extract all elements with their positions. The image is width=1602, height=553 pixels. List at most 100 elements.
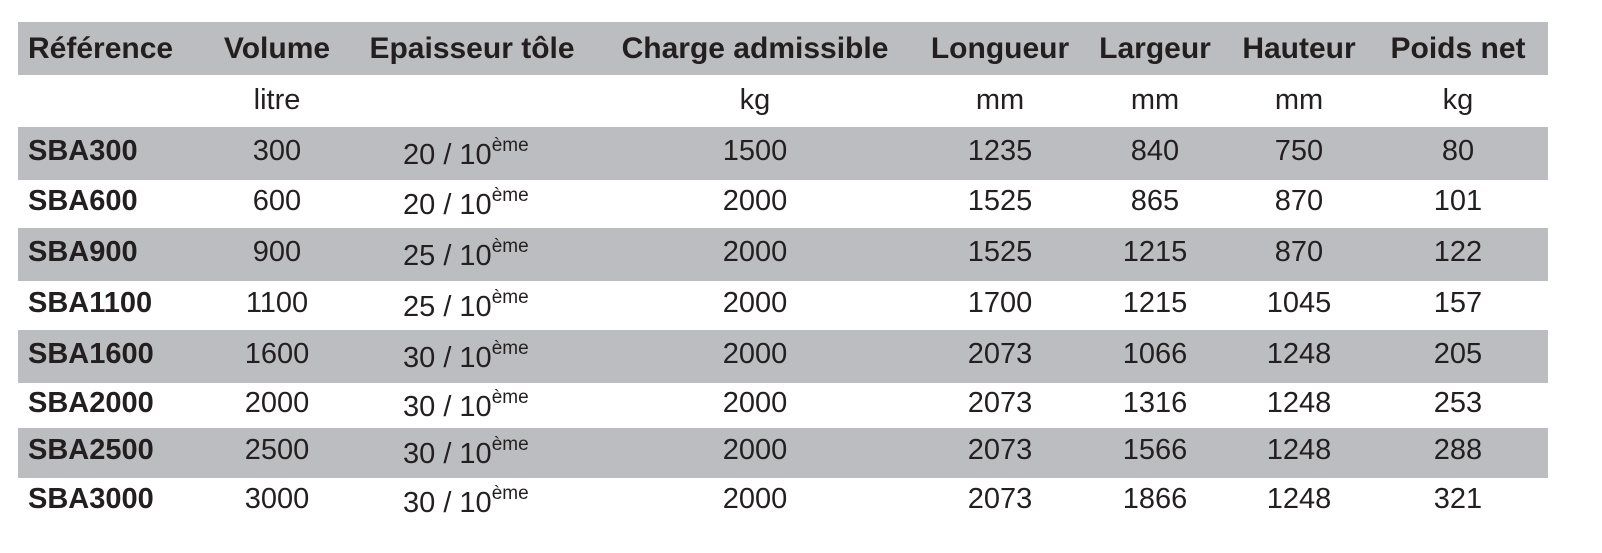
- cell-value: 30 / 10ème: [403, 388, 529, 423]
- thickness: 20 / 10: [403, 138, 492, 171]
- cell-value: 2000: [722, 235, 788, 268]
- cell-value: 840: [1130, 134, 1180, 167]
- cell-value: 1215: [1122, 235, 1188, 268]
- cell-value: 321: [1433, 482, 1483, 515]
- row-band: [18, 330, 1548, 383]
- column-header: Référence: [28, 32, 174, 65]
- superscript: ème: [491, 286, 529, 308]
- cell-value: 30 / 10ème: [403, 484, 529, 519]
- column-header: Hauteur: [1242, 32, 1356, 65]
- cell-value: 2000: [722, 434, 788, 466]
- cell-value: 288: [1433, 434, 1483, 466]
- column-header: Epaisseur tôle: [369, 32, 575, 65]
- thickness: 30 / 10: [403, 438, 492, 470]
- cell-value: 300: [252, 134, 302, 167]
- reference: SBA1600: [28, 337, 154, 370]
- row-band: [18, 127, 1548, 180]
- column-header: Longueur: [930, 32, 1070, 65]
- cell-value: 870: [1274, 235, 1324, 268]
- cell-value: 1248: [1266, 386, 1332, 419]
- unit-label: mm: [975, 84, 1025, 116]
- superscript: ème: [491, 134, 529, 156]
- reference: SBA600: [28, 185, 138, 217]
- cell-value: 2073: [967, 482, 1033, 515]
- reference: SBA1100: [28, 286, 153, 319]
- reference: SBA300: [28, 134, 138, 167]
- thickness: 20 / 10: [403, 189, 492, 221]
- cell-value: 900: [252, 235, 302, 268]
- cell-value: 253: [1433, 386, 1483, 419]
- cell-value: 2000: [722, 386, 788, 419]
- cell-value: 30 / 10ème: [403, 339, 529, 374]
- cell-value: 1866: [1122, 482, 1188, 515]
- cell-value: 122: [1433, 235, 1483, 268]
- cell-value: 750: [1274, 134, 1324, 167]
- cell-value: 20 / 10ème: [403, 186, 529, 221]
- cell-value: 1566: [1122, 434, 1188, 466]
- superscript: ème: [491, 185, 529, 206]
- cell-value: 2000: [244, 386, 310, 419]
- header-band: [18, 22, 1548, 75]
- cell-value: 3000: [244, 482, 310, 515]
- cell-value: 600: [252, 185, 302, 217]
- cell-value: 2000: [722, 286, 788, 319]
- cell-value: 157: [1433, 286, 1483, 319]
- superscript: ème: [491, 337, 529, 359]
- column-header: Poids net: [1390, 32, 1526, 65]
- cell-value: 1100: [245, 286, 309, 319]
- cell-value: 2073: [967, 386, 1033, 419]
- cell-value: 20 / 10ème: [403, 136, 529, 171]
- reference: SBA2500: [28, 434, 154, 466]
- thickness: 30 / 10: [403, 341, 492, 374]
- cell-value: 1235: [967, 134, 1033, 167]
- reference: SBA900: [28, 235, 138, 268]
- cell-value: 865: [1130, 185, 1180, 217]
- thickness: 25 / 10: [403, 290, 492, 323]
- cell-value: 1525: [967, 235, 1033, 268]
- thickness: 30 / 10: [403, 390, 492, 423]
- column-header: Largeur: [1099, 32, 1211, 65]
- cell-value: 2000: [722, 482, 788, 515]
- cell-value: 1215: [1122, 286, 1188, 319]
- cell-value: 30 / 10ème: [403, 435, 529, 470]
- superscript: ème: [491, 235, 529, 257]
- cell-value: 2073: [967, 434, 1033, 466]
- superscript: ème: [491, 386, 529, 408]
- unit-label: mm: [1274, 84, 1324, 116]
- cell-value: 1525: [967, 185, 1033, 217]
- thickness: 30 / 10: [403, 486, 492, 519]
- cell-value: 1066: [1122, 337, 1188, 370]
- cell-value: 1600: [244, 337, 310, 370]
- thickness: 25 / 10: [403, 239, 492, 272]
- column-header: Volume: [223, 32, 331, 65]
- cell-value: 80: [1441, 134, 1475, 167]
- cell-value: 2500: [244, 434, 310, 466]
- unit-label: kg: [739, 84, 771, 116]
- reference: SBA3000: [28, 482, 154, 515]
- reference: SBA2000: [28, 386, 154, 419]
- unit-label: mm: [1130, 84, 1180, 116]
- cell-value: 25 / 10ème: [403, 288, 529, 323]
- cell-value: 1316: [1122, 386, 1188, 419]
- unit-label: litre: [253, 84, 301, 116]
- cell-value: 1248: [1266, 337, 1332, 370]
- cell-value: 1045: [1266, 286, 1332, 319]
- cell-value: 1248: [1266, 434, 1332, 466]
- column-header: Charge admissible: [621, 32, 889, 65]
- row-band: [18, 228, 1548, 281]
- cell-value: 1248: [1266, 482, 1332, 515]
- cell-value: 1500: [722, 134, 788, 167]
- row-band: [18, 428, 1548, 478]
- cell-value: 2073: [967, 337, 1033, 370]
- superscript: ème: [491, 482, 529, 504]
- cell-value: 870: [1274, 185, 1324, 217]
- cell-value: 25 / 10ème: [403, 237, 529, 272]
- cell-value: 2000: [722, 185, 788, 217]
- superscript: ème: [491, 434, 529, 455]
- cell-value: 101: [1433, 185, 1483, 217]
- unit-label: kg: [1442, 84, 1474, 116]
- cell-value: 2000: [722, 337, 788, 370]
- cell-value: 205: [1433, 337, 1483, 370]
- cell-value: 1700: [967, 286, 1033, 319]
